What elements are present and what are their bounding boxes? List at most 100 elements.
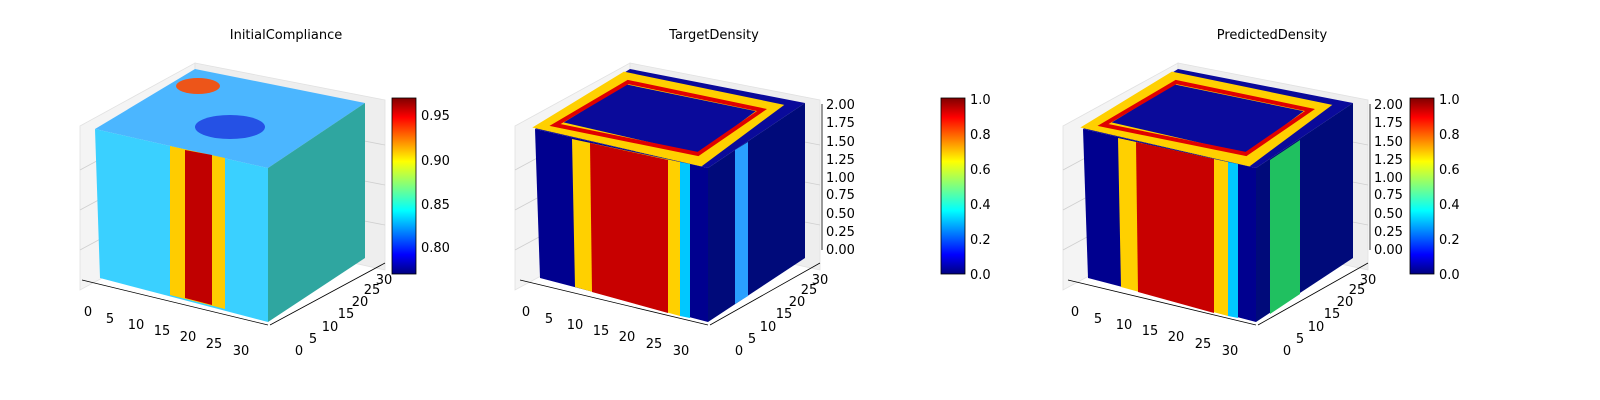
colorbar-tick-label: 0.2 bbox=[1439, 233, 1460, 248]
panel-initial-compliance: InitialCompliance 0 5 10 15 20 bbox=[79, 28, 450, 359]
y-tick-label: 10 bbox=[322, 320, 339, 335]
y-tick-label: 5 bbox=[309, 332, 317, 347]
top-cool-region bbox=[195, 115, 265, 139]
z-tick-label: 1.25 bbox=[826, 153, 855, 168]
z-tick-label: 1.50 bbox=[826, 135, 855, 150]
colorbar: 0.0 0.2 0.4 0.6 0.8 1.0 bbox=[1409, 93, 1460, 283]
x-tick-label: 5 bbox=[106, 312, 114, 327]
front-right-strip bbox=[680, 162, 690, 318]
x-tick-label: 0 bbox=[84, 305, 92, 320]
x-axis: 0 5 10 15 20 25 30 bbox=[81, 279, 269, 359]
colorbar-tick-label: 0.85 bbox=[421, 198, 450, 213]
top-hotspot bbox=[176, 78, 220, 94]
colorbar-tick-label: 0.90 bbox=[421, 154, 450, 169]
z-tick-label: 0.25 bbox=[826, 225, 855, 240]
x-tick-label: 30 bbox=[233, 344, 250, 359]
y-tick-label: 10 bbox=[760, 320, 777, 335]
colorbar-tick-label: 1.0 bbox=[1439, 93, 1460, 108]
z-tick-label: 0.50 bbox=[1374, 207, 1403, 222]
z-tick-label: 1.00 bbox=[826, 171, 855, 186]
y-tick-label: 0 bbox=[295, 344, 303, 359]
y-tick-label: 20 bbox=[1337, 295, 1354, 310]
x-tick-label: 25 bbox=[1195, 337, 1212, 352]
x-tick-label: 5 bbox=[1094, 312, 1102, 327]
y-tick-label: 5 bbox=[748, 332, 756, 347]
colorbar-gradient bbox=[1409, 97, 1435, 275]
colorbar-tick-label: 0.0 bbox=[1439, 268, 1460, 283]
y-tick-label: 30 bbox=[1360, 273, 1377, 288]
colorbar-tick-label: 0.95 bbox=[421, 109, 450, 124]
colorbar-tick-label: 1.0 bbox=[970, 93, 991, 108]
x-tick-label: 10 bbox=[1116, 318, 1133, 333]
colorbar-tick-label: 0.0 bbox=[970, 268, 991, 283]
y-tick-label: 30 bbox=[376, 273, 393, 288]
x-tick-label: 10 bbox=[567, 318, 584, 333]
x-tick-label: 0 bbox=[1071, 305, 1079, 320]
x-tick-label: 30 bbox=[1222, 344, 1239, 359]
z-tick-label: 0.00 bbox=[826, 243, 855, 258]
x-tick-label: 15 bbox=[1142, 324, 1159, 339]
panel-title: TargetDensity bbox=[668, 28, 759, 43]
top-ring-outer bbox=[1080, 71, 1333, 167]
colorbar-tick-label: 0.8 bbox=[970, 128, 991, 143]
x-tick-label: 20 bbox=[1168, 330, 1185, 345]
z-axis: 0.00 0.25 0.50 0.75 1.00 1.25 1.50 1.75 … bbox=[821, 98, 855, 258]
x-tick-label: 10 bbox=[128, 318, 145, 333]
top-ring-inner bbox=[1097, 79, 1315, 157]
x-tick-label: 15 bbox=[154, 324, 171, 339]
front-core-band bbox=[185, 150, 212, 305]
y-tick-label: 10 bbox=[1308, 320, 1325, 335]
colorbar: 0.0 0.2 0.4 0.6 0.8 1.0 bbox=[940, 93, 991, 283]
x-tick-label: 25 bbox=[206, 337, 223, 352]
z-tick-label: 0.75 bbox=[826, 188, 855, 203]
z-tick-label: 1.75 bbox=[826, 116, 855, 131]
colorbar-tick-label: 0.2 bbox=[970, 233, 991, 248]
y-tick-label: 15 bbox=[338, 307, 355, 322]
z-axis: 0.00 0.25 0.50 0.75 1.00 1.25 1.50 1.75 … bbox=[1369, 98, 1403, 258]
x-tick-label: 5 bbox=[545, 312, 553, 327]
y-tick-label: 0 bbox=[735, 344, 743, 359]
x-tick-label: 20 bbox=[619, 330, 636, 345]
colorbar-tick-label: 0.80 bbox=[421, 241, 450, 256]
colorbar-tick-label: 0.8 bbox=[1439, 128, 1460, 143]
y-tick-label: 20 bbox=[789, 295, 806, 310]
panel-predicted-density: PredictedDensity 0 5 10 1 bbox=[1062, 28, 1460, 359]
panel-target-density: TargetDensity 0 5 10 15 bbox=[514, 28, 991, 359]
colorbar-tick-label: 0.6 bbox=[970, 163, 991, 178]
top-ring-inner bbox=[549, 79, 767, 157]
colorbar: 0.80 0.85 0.90 0.95 bbox=[391, 97, 450, 275]
colorbar-gradient bbox=[391, 97, 417, 275]
z-tick-label: 1.75 bbox=[1374, 116, 1403, 131]
y-tick-label: 30 bbox=[812, 273, 829, 288]
voxel-cube bbox=[1080, 69, 1353, 322]
y-tick-label: 5 bbox=[1296, 332, 1304, 347]
x-tick-label: 15 bbox=[593, 324, 610, 339]
z-tick-label: 0.50 bbox=[826, 207, 855, 222]
side-band bbox=[1270, 140, 1300, 314]
x-tick-label: 25 bbox=[646, 337, 663, 352]
y-tick-label: 20 bbox=[352, 295, 369, 310]
z-tick-label: 1.25 bbox=[1374, 153, 1403, 168]
front-right-strip bbox=[1228, 162, 1238, 318]
voxel-cube bbox=[532, 69, 805, 322]
x-tick-label: 30 bbox=[673, 344, 690, 359]
y-tick-label: 25 bbox=[364, 283, 381, 298]
side-band bbox=[735, 142, 748, 304]
x-tick-label: 20 bbox=[180, 330, 197, 345]
y-tick-label: 25 bbox=[1349, 283, 1366, 298]
z-tick-label: 1.50 bbox=[1374, 135, 1403, 150]
colorbar-gradient bbox=[940, 97, 966, 275]
z-tick-label: 1.00 bbox=[1374, 171, 1403, 186]
x-axis: 0 5 10 15 20 25 30 bbox=[519, 279, 709, 359]
z-tick-label: 2.00 bbox=[826, 98, 855, 113]
panel-title: PredictedDensity bbox=[1217, 28, 1328, 43]
y-tick-label: 25 bbox=[801, 283, 818, 298]
z-tick-label: 0.00 bbox=[1374, 243, 1403, 258]
cube-side-face bbox=[708, 103, 805, 322]
top-ring-outer bbox=[532, 71, 785, 167]
z-tick-label: 0.25 bbox=[1374, 225, 1403, 240]
colorbar-tick-label: 0.4 bbox=[970, 198, 991, 213]
front-dense-band bbox=[1136, 142, 1214, 313]
y-axis: 0 5 10 15 20 25 30 bbox=[269, 262, 393, 359]
colorbar-tick-label: 0.4 bbox=[1439, 198, 1460, 213]
